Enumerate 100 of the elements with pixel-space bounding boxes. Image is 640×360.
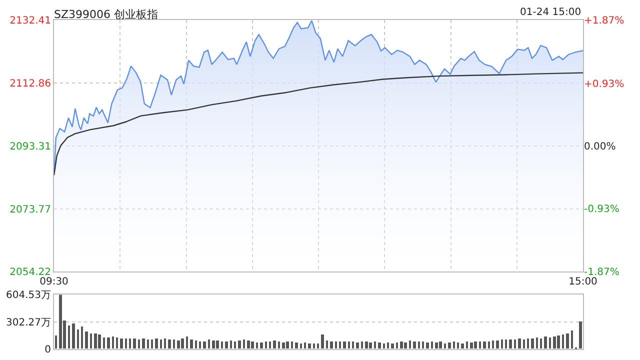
bar (151, 340, 153, 349)
bar (330, 342, 333, 349)
bar (461, 344, 464, 349)
bar (501, 340, 503, 349)
bar (256, 342, 258, 349)
bar (470, 342, 473, 349)
bar (81, 326, 83, 349)
bar (247, 340, 250, 349)
bar (448, 342, 451, 349)
bar (251, 342, 254, 349)
bar (72, 324, 75, 349)
bar (400, 342, 403, 349)
bar (116, 338, 118, 349)
bar (409, 340, 411, 349)
bar (107, 338, 110, 349)
bar (195, 340, 197, 349)
bar (129, 338, 131, 349)
bar (571, 330, 573, 349)
x-tick-label: 15:00 (568, 276, 598, 288)
y-tick-label: 302.27万 (6, 317, 51, 328)
bar (125, 338, 127, 349)
y2-tick-label: +1.87% (584, 16, 624, 26)
bar (68, 326, 70, 349)
bar (230, 340, 232, 349)
bar (168, 340, 171, 349)
y2-tick-label: +0.93% (584, 78, 624, 90)
bar (238, 340, 241, 349)
bar (426, 342, 429, 349)
bar (77, 330, 79, 349)
bar (431, 342, 433, 349)
bar (313, 344, 315, 349)
bar (269, 342, 271, 349)
bar (527, 338, 529, 349)
bar (466, 342, 468, 349)
bar (540, 338, 542, 349)
bar (339, 342, 341, 349)
bar (94, 334, 97, 349)
bar (304, 342, 306, 349)
bar (300, 344, 302, 349)
y2-tick-label: 0.00% (584, 141, 616, 152)
bar (435, 342, 438, 349)
bar (518, 338, 521, 349)
bar (404, 342, 407, 349)
bar (418, 342, 420, 349)
y-tick-label: 2073.77 (10, 204, 51, 216)
bar (483, 342, 486, 349)
bar (181, 338, 184, 349)
bar (562, 334, 564, 349)
bar (260, 342, 263, 349)
bar (225, 342, 228, 349)
bar (278, 342, 280, 349)
bar (557, 336, 560, 349)
bar (383, 344, 385, 349)
bar (212, 340, 215, 349)
bar (286, 342, 289, 349)
bar (90, 334, 92, 349)
bar (203, 342, 206, 349)
bar (536, 338, 538, 349)
bar (265, 342, 267, 349)
bar (444, 344, 446, 349)
bar (59, 294, 62, 349)
bar (496, 340, 499, 349)
bar (474, 342, 477, 349)
y-tick-label: 2054.22 (10, 267, 51, 278)
bar (439, 342, 442, 349)
bar (103, 338, 105, 349)
text: 01-24 15:00 (520, 7, 582, 18)
bar (369, 342, 372, 349)
x-tick-label: 09:30 (40, 276, 68, 288)
bar (457, 342, 459, 349)
y2-tick-label: -1.87% (584, 267, 620, 278)
bar (186, 336, 188, 349)
bar (133, 338, 136, 349)
bar (273, 340, 276, 349)
bar (553, 336, 556, 349)
bar (413, 342, 416, 349)
bar (317, 344, 319, 349)
bar (488, 342, 490, 349)
line-series (54, 72, 583, 176)
bar (492, 340, 494, 349)
bar (566, 334, 569, 349)
bar (142, 338, 145, 349)
bar (190, 340, 193, 349)
bar (352, 342, 354, 349)
bar (177, 340, 180, 349)
bar (348, 342, 350, 349)
bar (343, 342, 346, 349)
bar (282, 342, 285, 349)
y-tick-label: 0 (44, 344, 51, 356)
bar (479, 342, 481, 349)
bar (208, 340, 210, 349)
bar (234, 342, 236, 349)
bar (164, 338, 166, 349)
y-tick-label: 2112.86 (10, 78, 51, 90)
bar (335, 342, 337, 349)
bar (155, 338, 158, 349)
y-tick-label: 2132.41 (10, 16, 51, 26)
bar (523, 340, 525, 349)
bar (422, 342, 424, 349)
bar (378, 342, 381, 349)
